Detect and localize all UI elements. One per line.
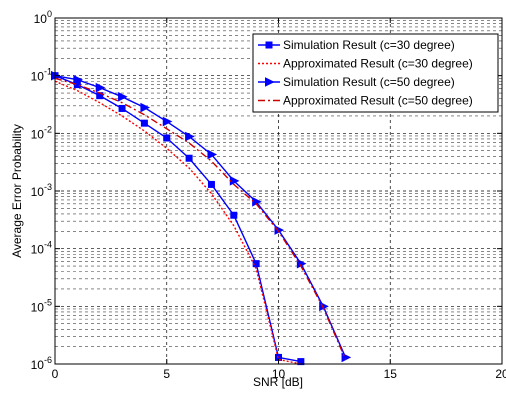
y-tick-label: 100 [34,9,52,26]
y-axis-label: Average Error Probability [10,124,24,258]
x-axis-ticks: 0 5 10 15 20 [52,18,506,381]
y-tick-label: 10-4 [31,240,52,257]
data-point-square [297,358,305,366]
data-point-triangle [162,116,173,127]
series-line [54,75,301,363]
legend: Simulation Result (c=30 degree) Approxima… [252,33,499,113]
data-point-triangle [140,102,151,113]
data-point-square [230,211,238,219]
y-tick-label: 10-2 [31,124,52,141]
data-point-triangle [73,74,83,85]
y-tick-label: 10-3 [31,182,52,199]
data-point-square [118,104,126,112]
legend-label: Simulation Result (c=30 degree) [283,38,455,52]
data-point-triangle [265,77,275,87]
y-axis-ticks: 100 10-1 10-2 10-3 10-4 10-5 10-6 [31,9,502,372]
x-tick-label: 5 [163,367,170,381]
legend-label: Approximated Result (c=50 degree) [283,94,473,108]
x-tick-label: 15 [384,367,398,381]
x-tick-label: 20 [495,367,506,381]
legend-label: Approximated Result (c=30 degree) [283,57,473,71]
data-point-triangle [185,131,195,142]
series-line [54,77,347,360]
x-tick-label: 10 [272,367,286,381]
y-tick-label: 10-6 [31,355,52,372]
legend-box [252,33,499,113]
legend-label: Simulation Result (c=50 degree) [283,75,455,89]
data-point-triangle [207,149,218,160]
x-axis-label: SNR [dB] [253,375,303,389]
series-line [54,80,301,365]
series-line [54,74,347,358]
data-point-square [140,119,148,127]
y-tick-label: 10-5 [31,297,52,314]
data-point-triangle [95,82,106,93]
series-4 [54,77,347,360]
series-layer [51,70,352,366]
data-point-square [207,180,215,188]
data-point-square [265,41,273,49]
series-2 [54,80,301,365]
data-point-square [185,154,193,162]
data-point-triangle [118,91,128,102]
x-tick-label: 0 [52,367,59,381]
series-1 [51,72,305,366]
y-tick-label: 10-1 [31,67,52,84]
data-point-square [163,134,171,142]
